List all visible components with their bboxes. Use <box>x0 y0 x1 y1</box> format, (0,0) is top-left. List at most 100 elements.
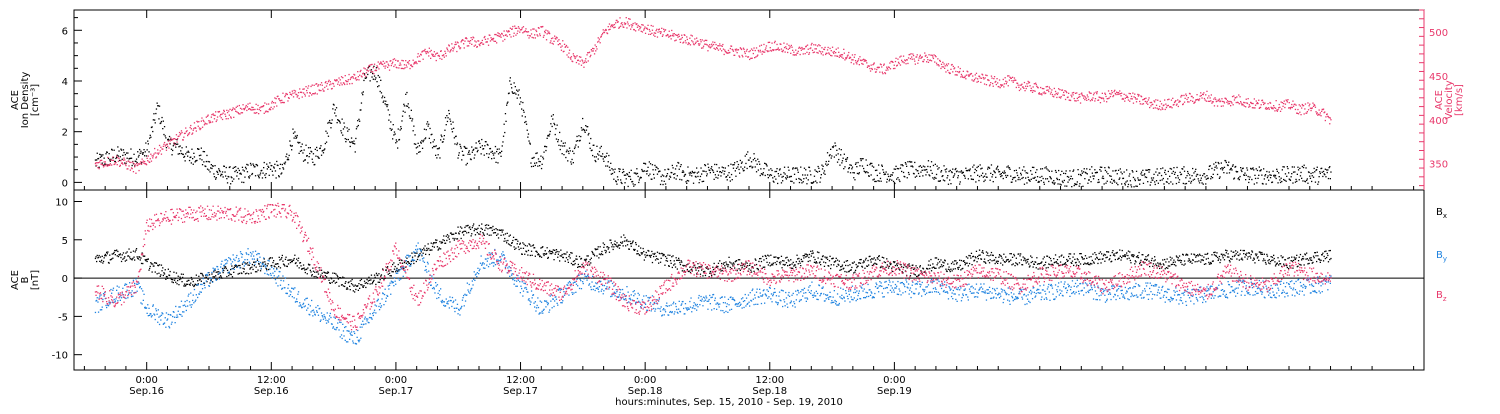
density-series-point <box>665 183 666 184</box>
density-series-point <box>404 105 405 106</box>
velocity-series-point <box>289 98 290 99</box>
bx-series-point <box>267 263 268 264</box>
density-series-point <box>373 79 374 80</box>
density-series-point <box>253 165 254 166</box>
velocity-series-point <box>200 128 201 129</box>
velocity-series-point <box>1084 99 1085 100</box>
density-series-point <box>687 180 688 181</box>
density-series-point <box>349 141 350 142</box>
velocity-series-point <box>1017 83 1018 84</box>
bx-series-point <box>462 231 463 232</box>
bx-series-point <box>203 275 204 276</box>
density-series-point <box>1039 181 1040 182</box>
density-series-point <box>459 152 460 153</box>
data-layer <box>95 17 1332 345</box>
density-series-point <box>1231 168 1232 169</box>
bx-series-point <box>282 261 283 262</box>
bx-series-point <box>256 271 257 272</box>
density-series-point <box>768 177 769 178</box>
density-series-point <box>803 181 804 182</box>
density-series-point <box>814 169 815 170</box>
density-series-point <box>109 153 110 154</box>
density-series-point <box>242 167 243 168</box>
velocity-series-point <box>1274 107 1275 108</box>
density-series-point <box>1287 168 1288 169</box>
bx-series-point <box>535 256 536 257</box>
density-series-point <box>562 153 563 154</box>
velocity-series-point <box>208 120 209 121</box>
density-series-point <box>1060 174 1061 175</box>
velocity-series-point <box>1248 107 1249 108</box>
velocity-series-point <box>975 74 976 75</box>
density-series-point <box>1173 171 1174 172</box>
velocity-series-point <box>778 47 779 48</box>
density-series-point <box>1117 184 1118 185</box>
bx-series-point <box>99 261 100 262</box>
velocity-series-point <box>361 76 362 77</box>
density-series-point <box>333 104 334 105</box>
density-series-point <box>1185 183 1186 184</box>
velocity-series-point <box>1067 97 1068 98</box>
bx-series-point <box>133 257 134 258</box>
velocity-series-point <box>593 48 594 49</box>
velocity-series-point <box>1214 97 1215 98</box>
velocity-series-point <box>596 46 597 47</box>
velocity-series-point <box>1142 104 1143 105</box>
velocity-series-point <box>748 51 749 52</box>
velocity-series-point <box>444 57 445 58</box>
density-series-point <box>116 157 117 158</box>
velocity-series-point <box>400 63 401 64</box>
density-series-point <box>1041 176 1042 177</box>
velocity-series-point <box>1252 103 1253 104</box>
velocity-series-point <box>1247 103 1248 104</box>
velocity-series-point <box>307 88 308 89</box>
density-series-point <box>548 135 549 136</box>
density-series-point <box>662 174 663 175</box>
bx-series-point <box>328 280 329 281</box>
density-series-point <box>395 142 396 143</box>
velocity-series-point <box>344 84 345 85</box>
density-series-point <box>536 162 537 163</box>
density-series-point <box>582 118 583 119</box>
bx-series-point <box>216 272 217 273</box>
velocity-series-point <box>1304 113 1305 114</box>
bx-series-point <box>398 269 399 270</box>
density-series-point <box>1045 178 1046 179</box>
density-series-point <box>1281 181 1282 182</box>
density-series-point <box>743 170 744 171</box>
velocity-series-point <box>471 44 472 45</box>
density-series-point <box>236 175 237 176</box>
velocity-series-point <box>1074 98 1075 99</box>
velocity-series-point <box>419 61 420 62</box>
density-series-point <box>391 129 392 130</box>
density-series-point <box>970 175 971 176</box>
density-series-point <box>479 140 480 141</box>
density-series-point <box>630 179 631 180</box>
velocity-series-point <box>1049 87 1050 88</box>
density-series-point <box>607 165 608 166</box>
velocity-series-point <box>217 116 218 117</box>
bx-series-point <box>377 275 378 276</box>
velocity-series-point <box>1150 102 1151 103</box>
bx-series-point <box>129 256 130 257</box>
density-series-point <box>866 159 867 160</box>
density-series-point <box>826 165 827 166</box>
density-series-point <box>1241 171 1242 172</box>
velocity-series-point <box>1005 81 1006 82</box>
density-series-point <box>457 157 458 158</box>
density-series-point <box>681 179 682 180</box>
velocity-series-point <box>543 35 544 36</box>
bx-series-point <box>573 264 574 265</box>
bx-series-point <box>214 276 215 277</box>
bx-series-point <box>466 232 467 233</box>
density-series-point <box>1042 168 1043 169</box>
density-series-point <box>850 172 851 173</box>
bx-series-point <box>270 257 271 258</box>
bx-series-point <box>107 251 108 252</box>
density-series-point <box>1262 183 1263 184</box>
density-series-point <box>1141 172 1142 173</box>
velocity-series-point <box>995 81 996 82</box>
bx-series-point <box>602 254 603 255</box>
density-series-point <box>551 116 552 117</box>
density-series-point <box>309 156 310 157</box>
